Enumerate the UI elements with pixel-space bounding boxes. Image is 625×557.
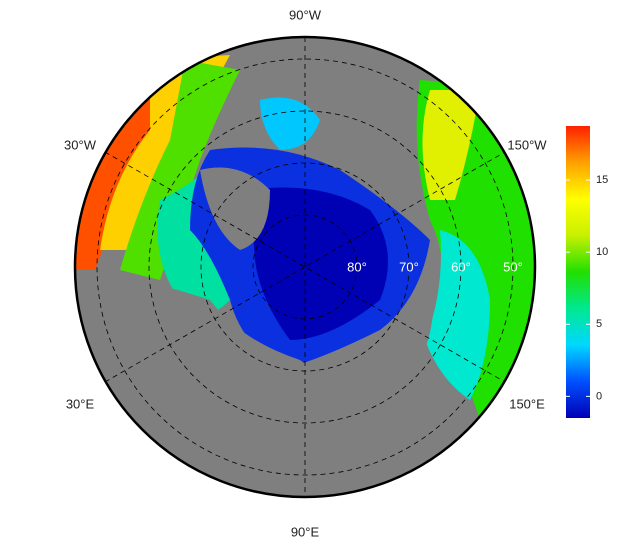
parallel [96, 58, 514, 476]
map-border [73, 35, 537, 499]
parallel-label: 50° [503, 259, 523, 274]
colorbar-tick-label: 15 [596, 174, 608, 186]
colorbar-tick-label: 5 [596, 318, 602, 330]
colorbar: 0 5 10 15 [566, 126, 608, 418]
colorbar-tick-label: 10 [596, 246, 608, 258]
meridians [104, 37, 506, 497]
colorbar-scale [566, 126, 590, 418]
meridian-labels: 90°W 150°W 150°E 90°E 30°E 30°W [64, 7, 547, 539]
parallel-label: 80° [347, 259, 367, 274]
parallel [200, 162, 410, 372]
colorbar-tick-label: 0 [596, 390, 602, 402]
map-disc [75, 37, 535, 497]
meridian-label: 30°E [66, 396, 95, 411]
parallel [252, 214, 358, 320]
meridian-label: 150°W [507, 137, 547, 152]
meridian-label: 30°W [64, 137, 97, 152]
meridian-label: 90°E [291, 524, 320, 539]
parallel-label: 70° [399, 259, 419, 274]
meridian-label: 150°E [509, 396, 545, 411]
meridian-label: 90°W [289, 7, 322, 22]
parallel [148, 110, 462, 424]
parallel-label: 60° [451, 259, 471, 274]
